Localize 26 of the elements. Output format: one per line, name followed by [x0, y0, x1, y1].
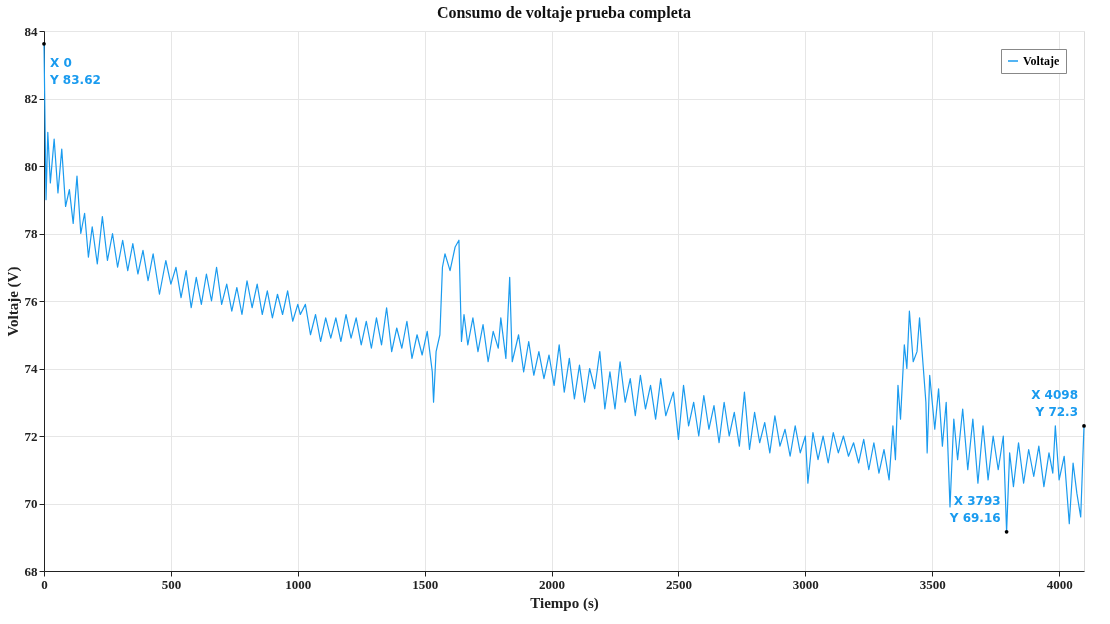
x-tick-label: 2000: [539, 576, 566, 592]
legend-label: Voltaje: [1023, 54, 1060, 68]
y-tick-label: 76: [24, 293, 38, 309]
y-tick-label: 70: [24, 496, 38, 511]
annotation: X 3793 Y 69.16: [948, 493, 1001, 525]
x-tick-label: 2500: [665, 576, 692, 592]
x-tick-label: 500: [161, 576, 182, 592]
x-tick-label: 3000: [792, 576, 819, 592]
x-tick-label: 1500: [412, 576, 439, 592]
y-tick-label: 80: [24, 158, 38, 174]
x-tick-label: 0: [41, 576, 48, 592]
x-tick-label: 4000: [1046, 576, 1073, 592]
y-tick-label: 72: [24, 428, 38, 444]
y-axis-title: Voltaje (V): [4, 266, 22, 337]
annotation: X 4098 Y 72.3: [1031, 387, 1078, 419]
y-tick-label: 82: [24, 91, 38, 106]
x-tick-label: 1000: [285, 576, 312, 592]
y-tick-label: 74: [24, 361, 38, 376]
x-tick-label: 3500: [919, 576, 946, 592]
x-axis-title: Tiempo (s): [530, 594, 599, 612]
y-tick-label: 68: [24, 563, 38, 579]
annotation: X 0 Y 83.62: [49, 55, 101, 87]
y-tick-label: 78: [24, 226, 38, 241]
chart-title: Consumo de voltaje prueba completa: [436, 4, 692, 22]
line-series: [43, 43, 1085, 533]
y-tick-label: 84: [24, 23, 38, 39]
